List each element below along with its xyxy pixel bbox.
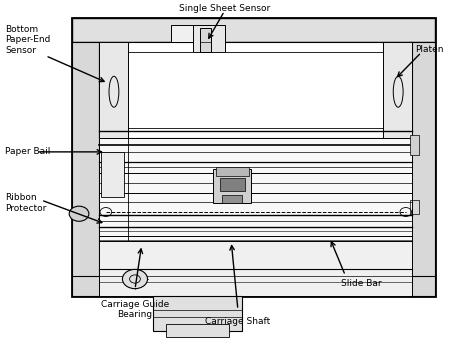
Bar — [108, 52, 395, 128]
Polygon shape — [193, 25, 224, 52]
Polygon shape — [171, 25, 211, 42]
Bar — [220, 178, 245, 191]
Bar — [410, 200, 419, 214]
Bar — [72, 42, 99, 296]
Text: Paper Bail: Paper Bail — [5, 147, 51, 156]
Bar — [408, 42, 435, 296]
Bar — [166, 324, 229, 337]
Bar — [383, 42, 413, 138]
Bar — [99, 241, 413, 296]
Bar — [216, 167, 249, 176]
Bar — [72, 18, 435, 42]
Text: Slide Bar: Slide Bar — [341, 279, 382, 288]
Bar — [72, 276, 435, 296]
Bar — [101, 152, 124, 197]
Text: Carriage Guide
Bearing: Carriage Guide Bearing — [101, 300, 169, 319]
Bar — [410, 135, 419, 155]
Text: Bottom
Paper-End
Sensor: Bottom Paper-End Sensor — [5, 25, 51, 55]
Bar — [72, 18, 435, 296]
Circle shape — [123, 269, 148, 289]
Bar — [81, 25, 426, 289]
Bar — [200, 28, 211, 52]
Bar — [99, 138, 413, 241]
Bar — [99, 42, 128, 138]
Bar — [153, 296, 242, 331]
Text: Platen: Platen — [415, 45, 444, 55]
Bar — [99, 42, 413, 138]
Circle shape — [69, 206, 89, 221]
Text: Single Sheet Sensor: Single Sheet Sensor — [179, 4, 270, 13]
Text: Carriage Shaft: Carriage Shaft — [205, 317, 271, 326]
Bar — [213, 169, 251, 204]
Bar — [222, 195, 242, 204]
Text: Ribbon
Protector: Ribbon Protector — [5, 193, 47, 213]
